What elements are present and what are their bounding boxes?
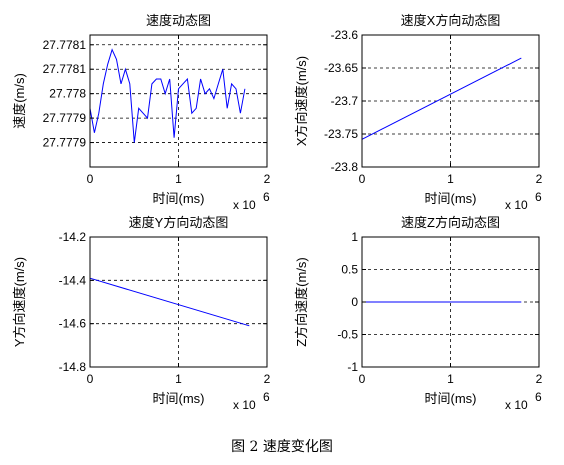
y-tick-label: -23.75 bbox=[324, 127, 358, 141]
y-tick-label: -23.65 bbox=[324, 61, 358, 75]
x-tick-label: 2 bbox=[264, 372, 271, 386]
y-tick-label: 27.7781 bbox=[43, 62, 87, 76]
x-tick-label: 2 bbox=[536, 172, 543, 186]
series-line-0 bbox=[361, 57, 522, 140]
y-tick-label: -14.6 bbox=[59, 317, 87, 331]
x-axis-multiplier-exponent: 6 bbox=[535, 190, 542, 204]
y-tick-label: 0.5 bbox=[341, 263, 358, 277]
y-tick-label: -23.6 bbox=[331, 28, 359, 42]
y-tick-label: 0 bbox=[351, 295, 358, 309]
x-axis-multiplier-exponent: 6 bbox=[263, 390, 270, 404]
y-tick-label: 27.7779 bbox=[43, 136, 87, 150]
y-axis-label: Z方向速度(m/s) bbox=[294, 257, 309, 347]
y-axis-label: 速度(m/s) bbox=[12, 73, 27, 129]
chart-speed: 0 1 2 27.7779 27.7779 27.778 27.7781 27.7781 速度动… bbox=[12, 13, 271, 212]
x-tick-label: 0 bbox=[87, 172, 94, 186]
x-tick-label: 0 bbox=[87, 372, 94, 386]
chart-title: 速度Z方向动态图 bbox=[401, 215, 500, 230]
y-tick-label: 27.7781 bbox=[43, 38, 87, 52]
chart-title: 速度动态图 bbox=[146, 13, 211, 28]
x-axis-label: 时间(ms) bbox=[425, 191, 477, 206]
chart-title: 速度X方向动态图 bbox=[401, 13, 501, 28]
y-tick-label: -0.5 bbox=[337, 328, 358, 342]
x-tick-label: 0 bbox=[359, 172, 366, 186]
x-axis-label: 时间(ms) bbox=[153, 391, 205, 406]
x-axis-multiplier: x 10 bbox=[233, 198, 256, 212]
x-axis-multiplier-exponent: 6 bbox=[535, 390, 542, 404]
x-tick-label: 1 bbox=[447, 372, 454, 386]
x-axis-multiplier: x 10 bbox=[233, 398, 256, 412]
x-axis-multiplier-exponent: 6 bbox=[263, 190, 270, 204]
x-tick-label: 2 bbox=[536, 372, 543, 386]
x-axis-multiplier: x 10 bbox=[505, 398, 528, 412]
figure-caption: 图 2 速度变化图 bbox=[231, 439, 333, 455]
x-tick-label: 1 bbox=[175, 172, 182, 186]
y-tick-label: -14.2 bbox=[59, 230, 87, 244]
x-axis-label: 时间(ms) bbox=[425, 391, 477, 406]
x-tick-label: 1 bbox=[447, 172, 454, 186]
y-axis-label: X方向速度(m/s) bbox=[294, 56, 309, 146]
x-tick-label: 1 bbox=[175, 372, 182, 386]
y-tick-label: 27.7779 bbox=[43, 111, 87, 125]
chart-title: 速度Y方向动态图 bbox=[129, 215, 229, 230]
chart-speed-x: 0 1 2 -23.8 -23.75 -23.7 -23.65 -23.6 速度X方向动态图时间… bbox=[294, 13, 543, 212]
y-tick-label: -14.8 bbox=[59, 360, 87, 374]
x-tick-label: 0 bbox=[359, 372, 366, 386]
x-axis-label: 时间(ms) bbox=[153, 191, 205, 206]
y-tick-label: -1 bbox=[347, 360, 358, 374]
y-axis-label: Y方向速度(m/s) bbox=[12, 257, 27, 347]
y-tick-label: -23.7 bbox=[331, 94, 359, 108]
y-tick-label: 27.778 bbox=[49, 87, 86, 101]
series-line-0 bbox=[89, 48, 246, 143]
x-tick-label: 2 bbox=[264, 172, 271, 186]
y-tick-label: 1 bbox=[351, 230, 358, 244]
series-line-0 bbox=[89, 277, 250, 327]
x-axis-multiplier: x 10 bbox=[505, 198, 528, 212]
y-tick-label: -23.8 bbox=[331, 160, 359, 174]
y-tick-label: -14.4 bbox=[59, 273, 87, 287]
